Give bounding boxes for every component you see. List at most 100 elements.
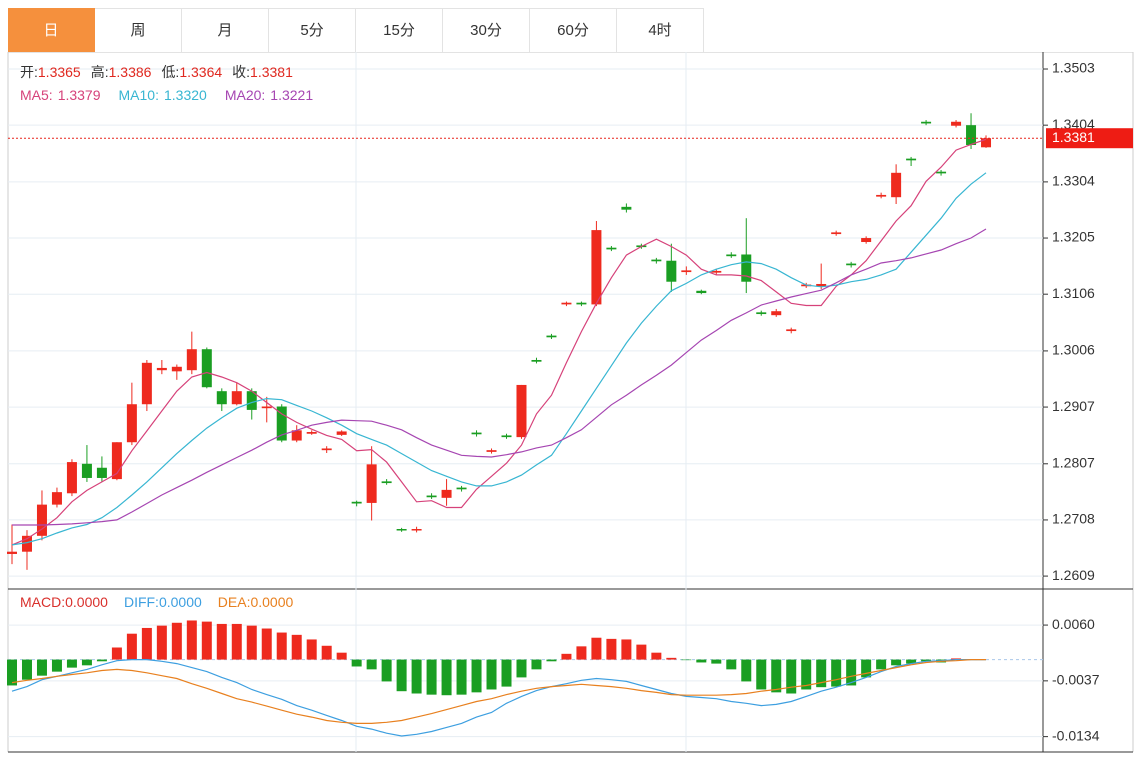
- macd-bar: [921, 659, 932, 662]
- macd-bar: [771, 659, 782, 693]
- macd-bar: [381, 659, 392, 682]
- y-tick-label: 1.2907: [1052, 398, 1095, 414]
- candle-body: [156, 367, 167, 371]
- macd-bar: [186, 620, 197, 660]
- macd-bar: [546, 659, 557, 662]
- candle-body: [426, 495, 437, 498]
- period-tab[interactable]: 4时: [617, 8, 704, 52]
- macd-bar: [111, 647, 122, 660]
- last-price-label: 1.3381: [1052, 129, 1095, 145]
- y-tick-label: 1.2807: [1052, 454, 1095, 470]
- macd-bar: [486, 659, 497, 690]
- macd-bar: [786, 659, 797, 694]
- macd-bar: [36, 659, 47, 676]
- candle-body: [486, 450, 497, 452]
- info-value: 1.3364: [179, 64, 222, 80]
- macd-bar: [741, 659, 752, 682]
- y-tick-label: 1.2708: [1052, 511, 1095, 527]
- macd-bar: [606, 638, 617, 660]
- candle-body: [516, 384, 527, 438]
- macd-bar: [456, 659, 467, 695]
- macd-bar: [291, 634, 302, 660]
- macd-bar: [201, 621, 212, 660]
- period-tab[interactable]: 30分: [443, 8, 530, 52]
- candle-body: [66, 462, 77, 494]
- macd-bar: [51, 659, 62, 672]
- candle-body: [711, 270, 722, 273]
- macd-bar: [561, 653, 572, 660]
- info-label: 收:: [232, 64, 250, 80]
- candle-body: [786, 329, 797, 332]
- candle-body: [651, 259, 662, 262]
- y-tick-label: 1.3503: [1052, 60, 1095, 76]
- candle-body: [681, 270, 692, 273]
- macd-bar: [171, 622, 182, 660]
- candle-body: [411, 529, 422, 531]
- macd-bar: [426, 659, 437, 695]
- period-tab[interactable]: 日: [8, 8, 95, 52]
- macd-bar: [81, 659, 92, 666]
- period-tab[interactable]: 5分: [269, 8, 356, 52]
- period-tab[interactable]: 60分: [530, 8, 617, 52]
- candle-body: [81, 463, 92, 478]
- legend-name: MA5:: [20, 87, 53, 103]
- candle-body: [141, 362, 152, 405]
- candle-body: [831, 232, 842, 235]
- macd-bar: [801, 659, 812, 690]
- candle-body: [96, 467, 107, 478]
- y-tick-label: 1.3205: [1052, 229, 1095, 245]
- info-value: 1.3386: [109, 64, 152, 80]
- macd-bar: [756, 659, 767, 690]
- macd-bar: [7, 659, 17, 686]
- candle-body: [126, 404, 137, 443]
- candle-body: [501, 435, 512, 438]
- macd-bar: [411, 659, 422, 694]
- macd-bar: [516, 659, 527, 678]
- candle-body: [201, 349, 212, 388]
- y-tick-label: 0.0060: [1052, 616, 1095, 632]
- macd-bar: [141, 627, 152, 660]
- period-tab[interactable]: 周: [95, 8, 182, 52]
- info-label: 低:: [161, 64, 179, 80]
- candle-body: [171, 366, 182, 372]
- candle-body: [771, 311, 782, 316]
- candle-body: [261, 406, 272, 409]
- candle-body: [666, 260, 677, 282]
- candle-body: [936, 171, 947, 174]
- macd-bar: [246, 625, 257, 660]
- candle-body: [291, 430, 302, 441]
- macd-bar: [591, 637, 602, 660]
- candle-body: [696, 290, 707, 294]
- ma-line: [11, 172, 987, 546]
- period-tab[interactable]: 15分: [356, 8, 443, 52]
- candle-body: [7, 551, 17, 554]
- candle-body: [756, 312, 767, 315]
- period-tabs: 日周月 5分 15分 30分 60分 4时: [8, 8, 1133, 53]
- ohlc-info: 开:1.3365 高:1.3386 低:1.3364 收:1.3381: [20, 64, 293, 80]
- macd-bar: [306, 639, 317, 660]
- macd-bar: [501, 659, 512, 687]
- candle-body: [861, 238, 872, 243]
- candle-body: [921, 121, 932, 124]
- candle-body: [306, 432, 317, 434]
- candle-body: [351, 501, 362, 504]
- macd-bar: [711, 659, 722, 664]
- y-tick-label: 1.3106: [1052, 285, 1095, 301]
- candle-body: [441, 489, 452, 498]
- candle-body: [591, 230, 602, 305]
- macd-bar: [156, 625, 167, 660]
- ma-line: [11, 138, 987, 546]
- legend-value: 1.3320: [164, 87, 207, 103]
- macd-bar: [366, 659, 377, 670]
- period-tab[interactable]: 月: [182, 8, 269, 52]
- candle-body: [246, 391, 257, 410]
- macd-bar: [681, 659, 692, 661]
- macd-bar: [636, 644, 647, 660]
- macd-bar: [831, 659, 842, 687]
- candle-body: [951, 121, 962, 126]
- candle-body: [621, 206, 632, 210]
- macd-bar: [576, 646, 587, 660]
- macd-bar: [66, 659, 77, 668]
- candle-body: [396, 529, 407, 531]
